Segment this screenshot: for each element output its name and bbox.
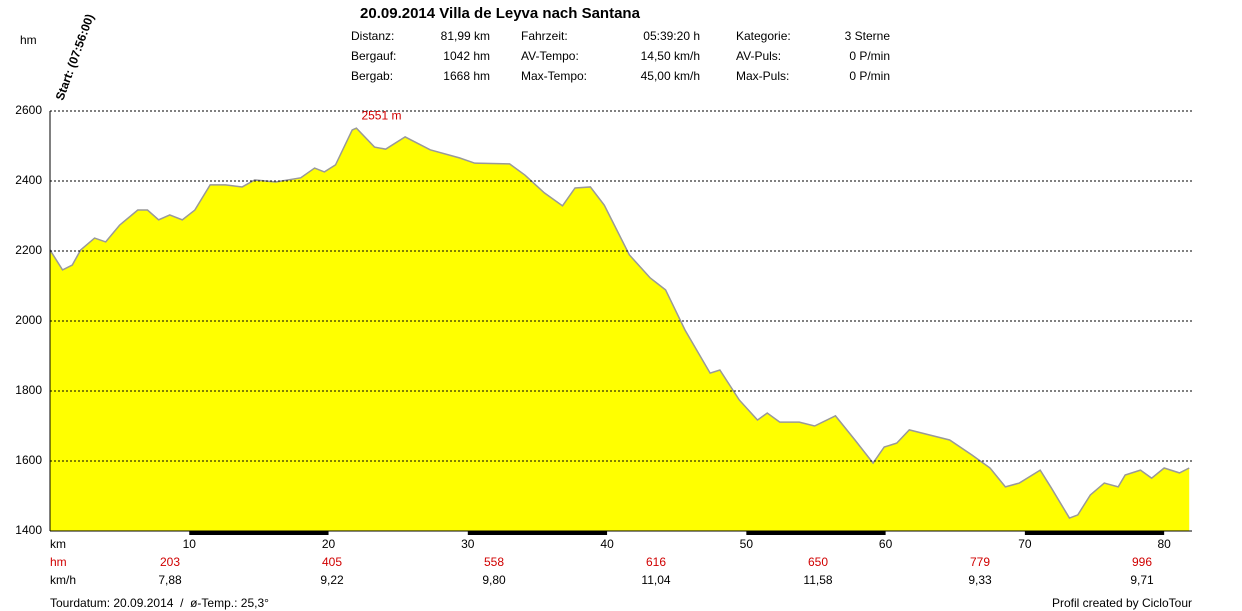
stat-value: 0 P/min	[849, 49, 890, 63]
x-axis-band	[467, 531, 608, 535]
stat-label: Bergab:	[351, 69, 393, 83]
summary-value: 405	[322, 555, 342, 569]
summary-label: km/h	[50, 573, 76, 587]
summary-value: 558	[484, 555, 504, 569]
footer-right: Profil created by CicloTour	[1052, 596, 1192, 610]
summary-value: 616	[646, 555, 666, 569]
x-axis-label: km	[50, 537, 66, 551]
summary-value: 996	[1132, 555, 1152, 569]
y-tick-label: 2600	[15, 103, 42, 117]
x-tick-label: 20	[322, 537, 336, 551]
summary-value: 203	[160, 555, 180, 569]
stat-value: 05:39:20 h	[643, 29, 700, 43]
summary-value: 9,22	[320, 573, 344, 587]
stat-label: Kategorie:	[736, 29, 791, 43]
y-tick-label: 1400	[15, 523, 42, 537]
y-tick-label: 1800	[15, 383, 42, 397]
x-tick-label: 30	[461, 537, 475, 551]
x-tick-label: 50	[740, 537, 754, 551]
summary-value: 650	[808, 555, 828, 569]
x-tick-label: 80	[1157, 537, 1171, 551]
y-tick-label: 1600	[15, 453, 42, 467]
stat-value: 45,00 km/h	[641, 69, 700, 83]
stat-label: AV-Puls:	[736, 49, 781, 63]
summary-value: 11,04	[641, 573, 670, 587]
stat-value: 1042 hm	[443, 49, 490, 63]
x-tick-label: 10	[183, 537, 197, 551]
x-axis-band	[189, 531, 329, 535]
summary-value: 9,71	[1130, 573, 1154, 587]
y-axis-label: hm	[20, 33, 37, 47]
x-axis-band	[1024, 531, 1165, 535]
start-label: Start: (07:56:00)	[53, 12, 97, 102]
stat-label: Distanz:	[351, 29, 394, 43]
stat-value: 81,99 km	[441, 29, 490, 43]
x-tick-label: 70	[1018, 537, 1032, 551]
peak-label: 2551 m	[361, 108, 401, 122]
y-tick-label: 2000	[15, 313, 42, 327]
footer-left: Tourdatum: 20.09.2014 / ø-Temp.: 25,3°	[50, 596, 269, 610]
summary-value: 9,33	[968, 573, 992, 587]
x-tick-label: 60	[879, 537, 893, 551]
area	[50, 128, 1190, 531]
stat-label: Bergauf:	[351, 49, 396, 63]
summary-value: 7,88	[158, 573, 182, 587]
profile-line	[49, 127, 1190, 519]
summary-value: 11,58	[803, 573, 832, 587]
stat-value: 3 Sterne	[845, 29, 891, 43]
stat-value: 1668 hm	[443, 69, 490, 83]
summary-label: hm	[50, 555, 67, 569]
summary-value: 9,80	[482, 573, 506, 587]
stat-value: 0 P/min	[849, 69, 890, 83]
y-tick-label: 2200	[15, 243, 42, 257]
stat-value: 14,50 km/h	[641, 49, 700, 63]
stat-label: Max-Tempo:	[521, 69, 587, 83]
x-tick-label: 40	[600, 537, 614, 551]
x-axis-band	[746, 531, 886, 535]
summary-value: 779	[970, 555, 990, 569]
stat-label: Max-Puls:	[736, 69, 789, 83]
y-tick-label: 2400	[15, 173, 42, 187]
stat-label: AV-Tempo:	[521, 49, 579, 63]
chart-title: 20.09.2014 Villa de Leyva nach Santana	[360, 5, 641, 22]
stat-label: Fahrzeit:	[521, 29, 568, 43]
